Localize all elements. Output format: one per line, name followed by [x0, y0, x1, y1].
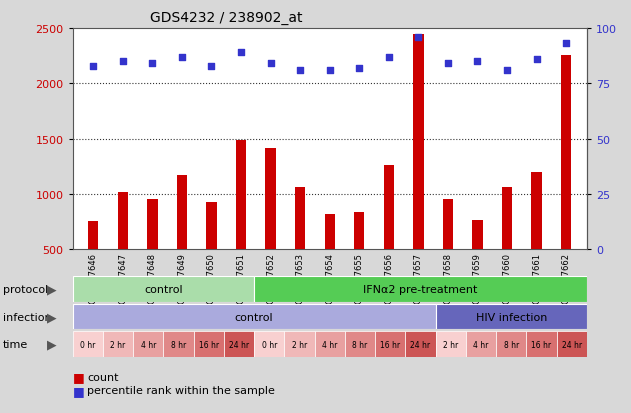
Text: ■: ■	[73, 384, 85, 397]
Point	[206, 63, 216, 70]
Bar	[384, 166, 394, 305]
Point	[354, 65, 364, 72]
Text: 4 hr: 4 hr	[141, 340, 156, 349]
Text: control: control	[235, 312, 273, 322]
Bar	[435, 332, 466, 357]
Text: control: control	[144, 284, 182, 294]
Text: 4 hr: 4 hr	[473, 340, 488, 349]
Bar	[88, 221, 98, 305]
Bar	[163, 332, 194, 357]
Bar	[413, 34, 423, 305]
Text: ▶: ▶	[47, 310, 57, 323]
Text: count: count	[87, 372, 119, 382]
Text: 2 hr: 2 hr	[443, 340, 458, 349]
Text: 4 hr: 4 hr	[322, 340, 338, 349]
Text: 2 hr: 2 hr	[110, 340, 126, 349]
Bar	[254, 276, 587, 302]
Bar	[117, 192, 128, 305]
Text: infection: infection	[3, 312, 52, 322]
Text: ▶: ▶	[47, 338, 57, 351]
Bar	[266, 148, 276, 305]
Text: percentile rank within the sample: percentile rank within the sample	[87, 385, 275, 395]
Bar	[496, 332, 526, 357]
Text: 16 hr: 16 hr	[199, 340, 219, 349]
Point	[236, 50, 246, 57]
Text: 2 hr: 2 hr	[292, 340, 307, 349]
Bar	[224, 332, 254, 357]
Bar	[557, 332, 587, 357]
Bar	[531, 173, 542, 305]
Point	[118, 59, 128, 65]
Bar	[324, 214, 335, 305]
Text: 24 hr: 24 hr	[410, 340, 430, 349]
Bar	[206, 202, 216, 305]
Bar	[561, 55, 571, 305]
Point	[147, 61, 157, 68]
Text: time: time	[3, 339, 28, 349]
Point	[266, 61, 276, 68]
Text: 8 hr: 8 hr	[504, 340, 519, 349]
Bar	[354, 212, 365, 305]
Bar	[285, 332, 315, 357]
Text: HIV infection: HIV infection	[476, 312, 547, 322]
Text: 0 hr: 0 hr	[80, 340, 95, 349]
Bar	[194, 332, 224, 357]
Text: 24 hr: 24 hr	[562, 340, 582, 349]
Point	[88, 63, 98, 70]
Point	[502, 68, 512, 74]
Bar	[133, 332, 163, 357]
Text: 8 hr: 8 hr	[171, 340, 186, 349]
Bar	[345, 332, 375, 357]
Bar	[526, 332, 557, 357]
Point	[177, 55, 187, 61]
Point	[295, 68, 305, 74]
Point	[531, 57, 541, 63]
Text: protocol: protocol	[3, 284, 49, 294]
Text: ■: ■	[73, 370, 85, 384]
Bar	[254, 332, 285, 357]
Bar	[375, 332, 405, 357]
Bar	[466, 332, 496, 357]
Bar	[443, 199, 453, 305]
Bar	[435, 304, 587, 330]
Bar	[73, 304, 435, 330]
Bar	[405, 332, 435, 357]
Bar	[236, 140, 246, 305]
Bar	[295, 188, 305, 305]
Bar	[177, 175, 187, 305]
Point	[443, 61, 453, 68]
Text: 16 hr: 16 hr	[380, 340, 400, 349]
Point	[561, 41, 571, 47]
Point	[473, 59, 483, 65]
Text: IFNα2 pre-treatment: IFNα2 pre-treatment	[363, 284, 478, 294]
Text: 24 hr: 24 hr	[229, 340, 249, 349]
Text: 16 hr: 16 hr	[531, 340, 551, 349]
Bar	[315, 332, 345, 357]
Bar	[502, 188, 512, 305]
Point	[413, 34, 423, 41]
Text: 0 hr: 0 hr	[261, 340, 277, 349]
Text: 8 hr: 8 hr	[352, 340, 368, 349]
Bar	[472, 220, 483, 305]
Bar	[73, 276, 254, 302]
Point	[384, 55, 394, 61]
Bar	[103, 332, 133, 357]
Text: ▶: ▶	[47, 282, 57, 296]
Bar	[73, 332, 103, 357]
Point	[324, 68, 334, 74]
Bar	[147, 199, 158, 305]
Text: GDS4232 / 238902_at: GDS4232 / 238902_at	[150, 11, 302, 25]
